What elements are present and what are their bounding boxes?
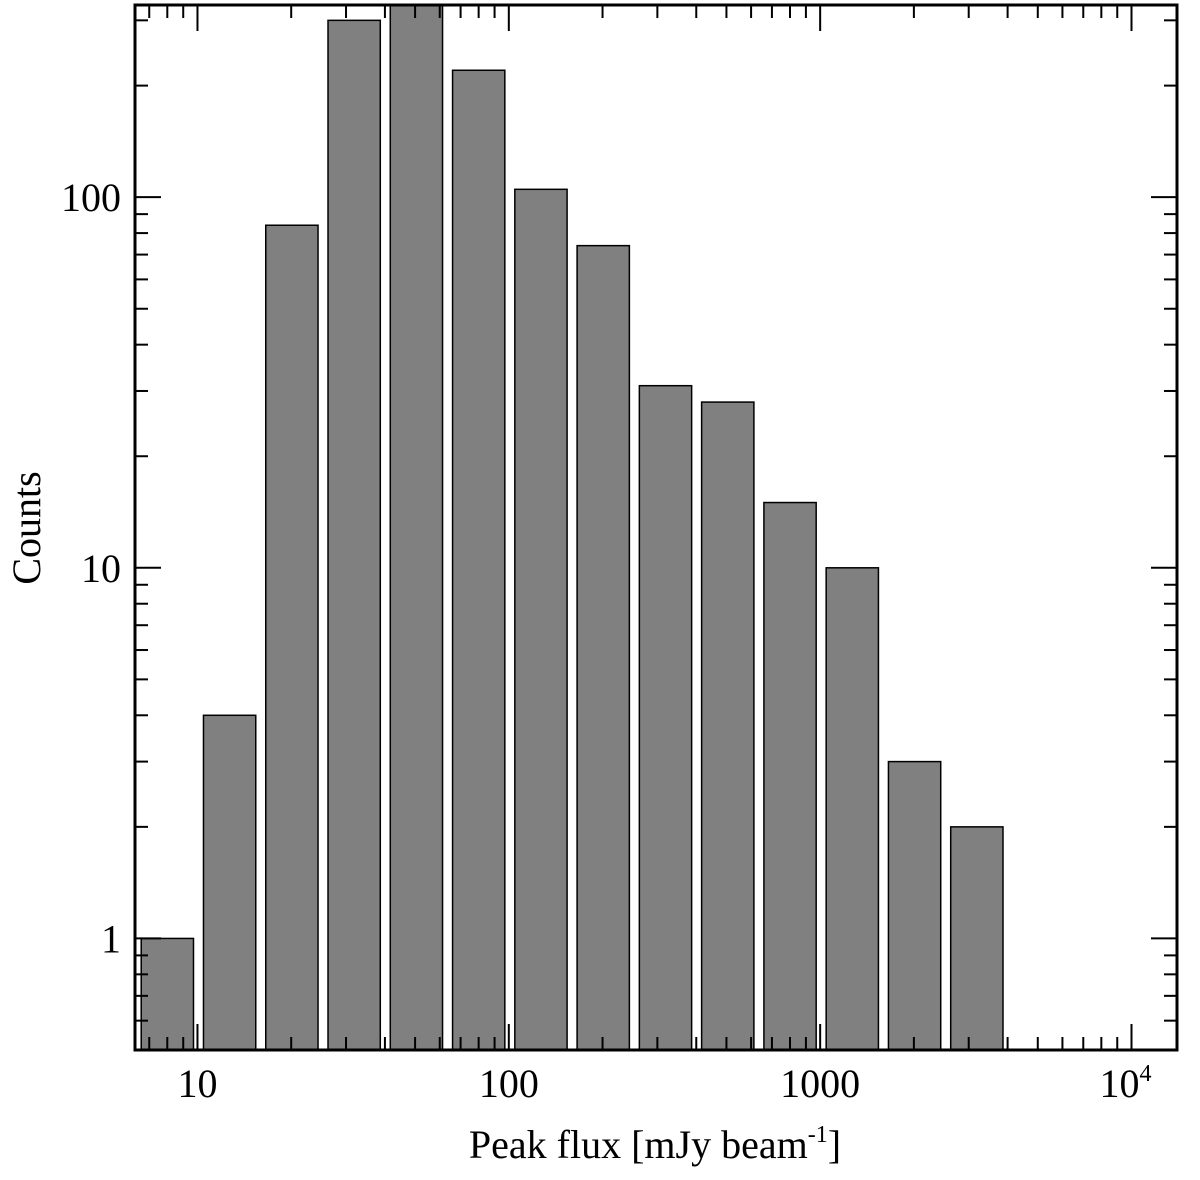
y-tick-label-1: 10 (81, 546, 121, 591)
x-axis-label-close: ] (828, 1122, 841, 1167)
x-axis-label-sup: -1 (808, 1122, 828, 1148)
x-axis-label-text: Peak flux [mJy beam (469, 1122, 808, 1167)
x-tick-label-2: 1000 (780, 1061, 860, 1106)
bar-1 (202, 714, 257, 1051)
bar-12 (887, 760, 942, 1051)
bar-9 (700, 401, 755, 1051)
bar-0 (140, 937, 195, 1051)
bar-13 (949, 826, 1004, 1051)
bar-7 (576, 244, 631, 1051)
x-tick-labels: 10 100 1000 104 (177, 1061, 1151, 1106)
bar-2 (265, 224, 319, 1051)
bar-3 (327, 19, 382, 1051)
x-axis-label: Peak flux [mJy beam-1] (469, 1122, 841, 1167)
y-tick-label-2: 100 (61, 175, 121, 220)
bars-group (140, 4, 1004, 1051)
x-tick-label-3: 104 (1100, 1061, 1152, 1106)
bar-11 (825, 567, 880, 1051)
bar-5 (451, 69, 506, 1051)
bar-8 (638, 384, 693, 1051)
bar-6 (514, 188, 568, 1051)
x-tick-label-0: 10 (177, 1061, 217, 1106)
bar-10 (763, 501, 817, 1051)
axis-ticks (135, 5, 1177, 1051)
bar-4 (389, 4, 444, 1051)
plot-frame (133, 3, 1179, 1052)
y-tick-label-0: 1 (101, 916, 121, 961)
y-axis-label: Counts (4, 471, 49, 584)
y-tick-labels: 1 10 100 (61, 175, 121, 961)
x-tick-label-1: 100 (479, 1061, 539, 1106)
